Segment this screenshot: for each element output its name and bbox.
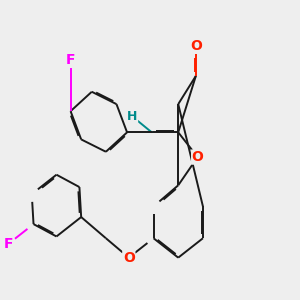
Text: O: O bbox=[192, 150, 204, 164]
Text: F: F bbox=[4, 236, 14, 250]
Text: O: O bbox=[190, 39, 202, 53]
Text: H: H bbox=[127, 110, 137, 123]
Text: F: F bbox=[66, 53, 75, 67]
Text: O: O bbox=[123, 250, 135, 265]
